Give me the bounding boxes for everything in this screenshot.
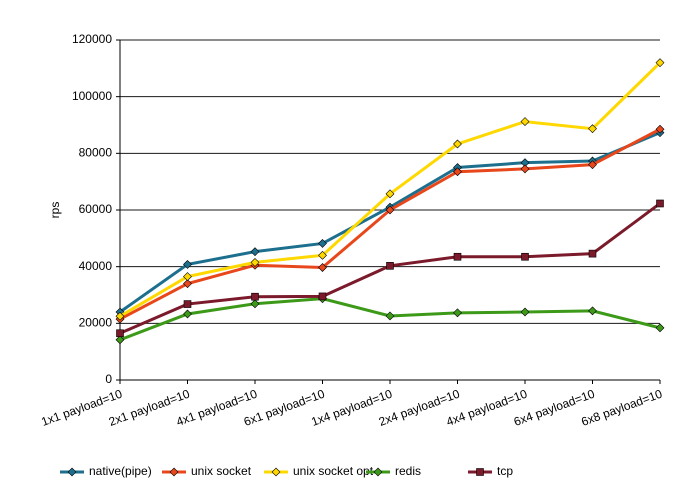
y-tick-label: 40000: [79, 259, 113, 273]
y-tick-label: 120000: [72, 32, 112, 46]
point: [588, 160, 597, 170]
legend-marker: [271, 467, 281, 477]
point: [183, 300, 192, 308]
point: [655, 58, 665, 68]
legend-marker: [373, 467, 383, 477]
y-axis-label: rps: [48, 202, 62, 219]
y-tick-label: 100000: [72, 89, 112, 103]
point: [318, 292, 327, 301]
point: [251, 292, 259, 301]
point: [115, 335, 125, 345]
y-tick-label: 60000: [79, 202, 113, 216]
point: [520, 117, 530, 127]
point: [521, 252, 529, 261]
point: [453, 167, 462, 177]
point: [250, 247, 260, 257]
point: [453, 252, 462, 261]
legend-label: native(pipe): [89, 464, 152, 478]
point: [655, 323, 665, 333]
point: [385, 311, 395, 321]
point: [318, 263, 327, 272]
point: [183, 272, 192, 282]
point: [183, 309, 192, 319]
point: [453, 139, 462, 149]
point: [116, 329, 124, 338]
point: [183, 259, 192, 269]
y-tick-label: 80000: [79, 146, 113, 160]
legend-label: redis: [395, 464, 421, 478]
point: [183, 279, 192, 289]
point: [520, 307, 530, 317]
point: [385, 205, 395, 215]
point: [520, 164, 530, 174]
legend-label: tcp: [497, 464, 513, 478]
point: [655, 124, 665, 134]
legend-label: unix socket opt: [293, 464, 374, 478]
point: [250, 257, 260, 267]
point: [386, 262, 394, 270]
point: [588, 306, 597, 316]
legend-label: unix socket: [191, 464, 252, 478]
point: [318, 250, 327, 260]
series-line: [119, 127, 661, 321]
series-line: [119, 131, 661, 314]
y-tick-label: 20000: [79, 316, 113, 330]
point: [656, 199, 664, 208]
legend-marker: [476, 468, 484, 476]
point: [250, 299, 260, 309]
point: [318, 239, 327, 248]
point: [453, 308, 462, 318]
point: [588, 249, 597, 258]
legend-marker: [169, 467, 179, 477]
legend-marker: [67, 467, 77, 477]
point: [115, 311, 125, 321]
point: [385, 189, 395, 199]
point: [588, 124, 597, 134]
y-tick-label: 0: [105, 372, 112, 386]
